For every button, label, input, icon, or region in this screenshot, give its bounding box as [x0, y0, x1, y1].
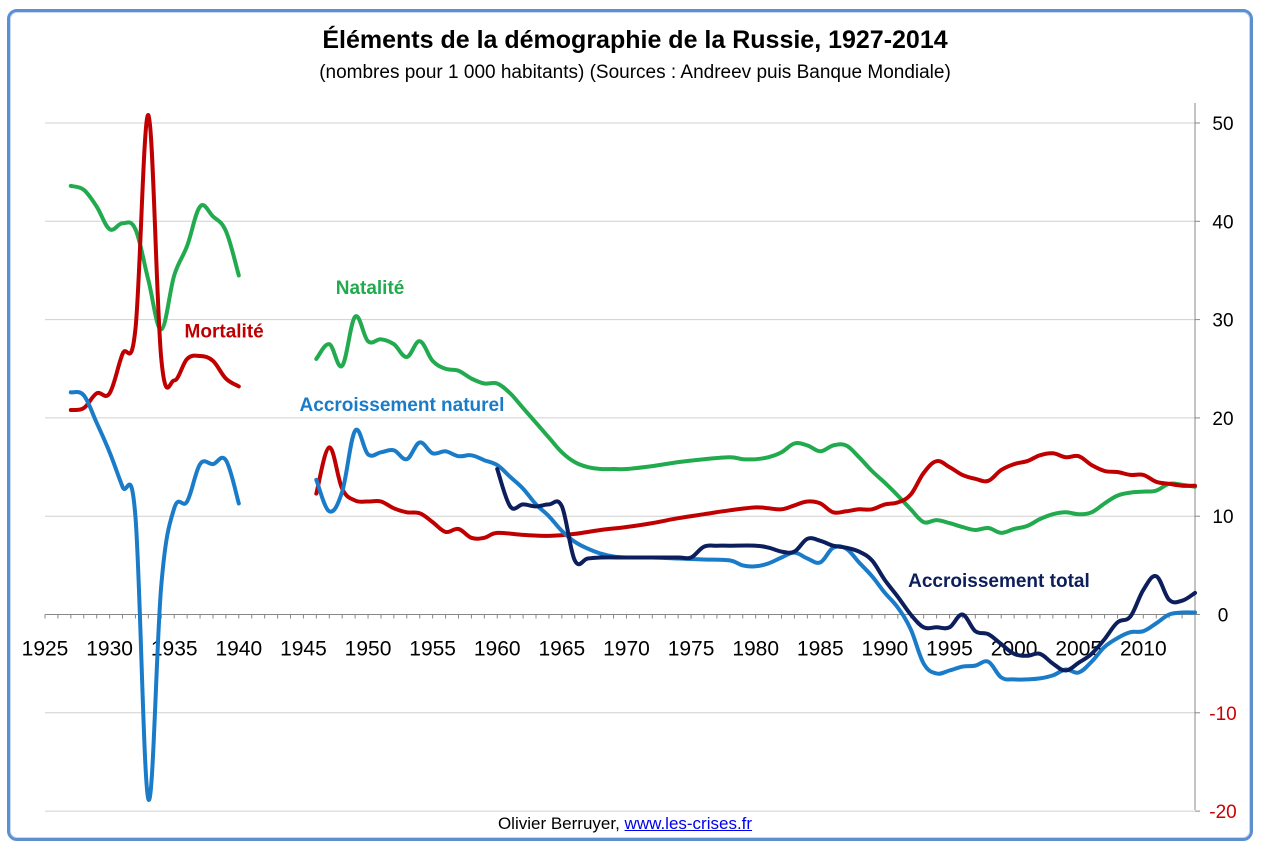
y-tick-label: 40 — [1212, 212, 1233, 233]
y-tick-label: 30 — [1212, 311, 1233, 332]
footer-link[interactable]: www.les-crises.fr — [624, 814, 753, 833]
chart-subtitle: (nombres pour 1 000 habitants) (Sources … — [319, 62, 951, 83]
x-tick-label: 1995 — [926, 638, 973, 661]
x-tick-label: 2010 — [1120, 638, 1167, 661]
series-line-mortalite — [314, 445, 1197, 541]
x-tick-label: 1985 — [797, 638, 844, 661]
x-tick-label: 1925 — [22, 638, 69, 661]
series-line-natalite — [314, 314, 1197, 535]
x-tick-label: 1935 — [151, 638, 198, 661]
annotation-accroissement-total: Accroissement total — [908, 571, 1090, 592]
x-tick-label: 1940 — [215, 638, 262, 661]
x-tick-label: 1955 — [409, 638, 456, 661]
x-tick-label: 1980 — [732, 638, 779, 661]
x-tick-label: 1930 — [86, 638, 133, 661]
y-tick-label: 10 — [1212, 507, 1233, 528]
x-tick-label: 1990 — [862, 638, 909, 661]
annotation-natalite: Natalité — [336, 278, 405, 299]
x-tick-label: 1960 — [474, 638, 521, 661]
annotation-mortalite: Mortalité — [185, 321, 264, 342]
x-tick-label: 1975 — [668, 638, 715, 661]
annotation-accroissement-naturel: Accroissement naturel — [300, 395, 505, 416]
y-tick-label: -10 — [1209, 704, 1236, 725]
series-line-accroissement-naturel — [68, 389, 241, 802]
series-line-mortalite — [68, 113, 241, 413]
footer: Olivier Berruyer, www.les-crises.fr — [0, 814, 1250, 834]
y-tick-label: 20 — [1212, 409, 1233, 430]
x-tick-label: 1965 — [538, 638, 585, 661]
chart-title: Éléments de la démographie de la Russie,… — [322, 26, 948, 54]
x-tick-label: 1970 — [603, 638, 650, 661]
series-line-natalite — [68, 183, 241, 332]
footer-author: Olivier Berruyer, — [497, 814, 620, 833]
series-line-accroissement-naturel — [314, 427, 1197, 682]
y-tick-label: 50 — [1212, 114, 1233, 135]
x-tick-label: 1950 — [345, 638, 392, 661]
y-tick-label: -20 — [1209, 802, 1236, 823]
series-line-accroissement-total — [495, 467, 1197, 673]
y-tick-label: 0 — [1218, 606, 1229, 627]
chart-frame — [7, 9, 1253, 841]
x-tick-label: 1945 — [280, 638, 327, 661]
